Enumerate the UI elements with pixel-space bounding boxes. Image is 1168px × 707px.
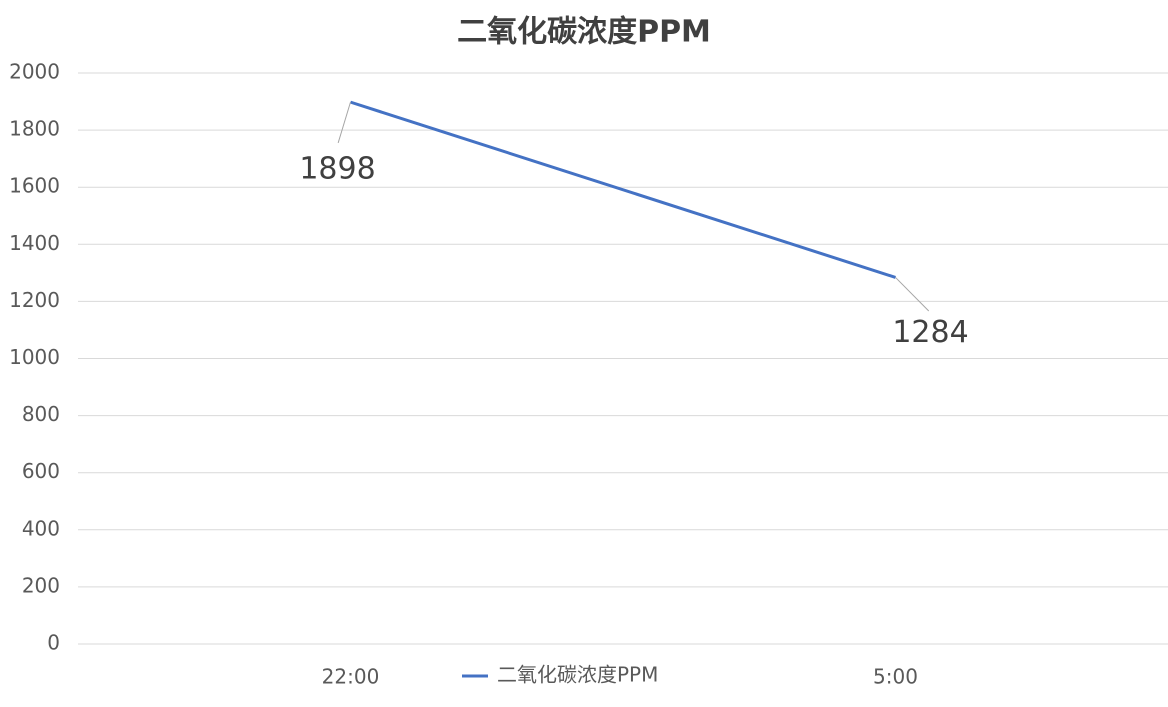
y-tick-label: 0 [47, 631, 60, 655]
y-tick-label: 1800 [9, 117, 60, 141]
x-tick-label: 22:00 [322, 665, 380, 689]
y-tick-label: 1600 [9, 174, 60, 198]
legend-label: 二氧化碳浓度PPM [497, 663, 658, 687]
y-tick-label: 1200 [9, 288, 60, 312]
leader-line [895, 277, 930, 312]
y-tick-label: 200 [22, 573, 60, 597]
series-line [350, 100, 896, 279]
y-tick-label: 1000 [9, 345, 60, 369]
data-label: 1898 [299, 152, 375, 187]
y-tick-label: 400 [22, 516, 60, 540]
y-tick-label: 2000 [9, 60, 60, 84]
y-tick-label: 600 [22, 459, 60, 483]
chart-title: 二氧化碳浓度PPM [457, 15, 711, 50]
data-label: 1284 [892, 315, 968, 350]
y-tick-label: 1400 [9, 231, 60, 255]
leader-line [337, 101, 351, 144]
y-tick-label: 800 [22, 402, 60, 426]
x-tick-label: 5:00 [873, 665, 918, 689]
